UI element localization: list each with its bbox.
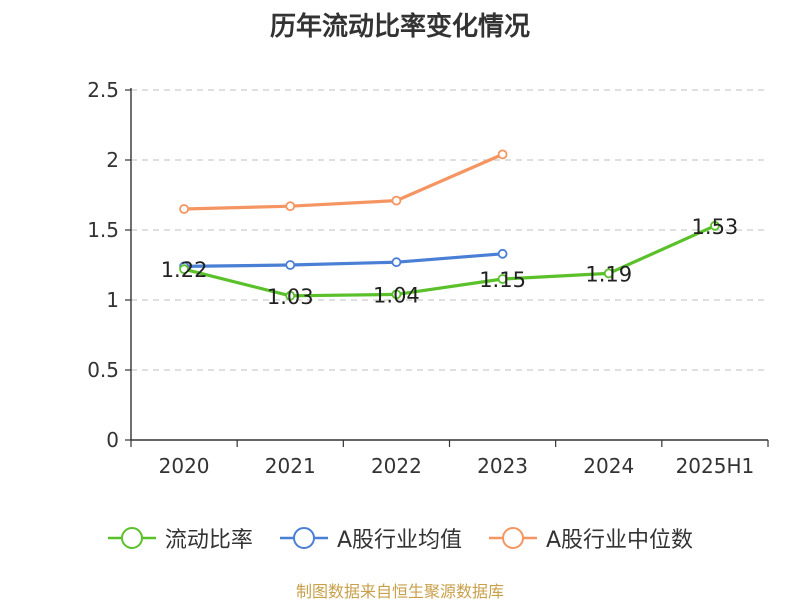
data-point: [391, 195, 402, 206]
data-label: 1.22: [161, 258, 208, 282]
x-tick-label: 2022: [371, 454, 422, 478]
source-note: 制图数据来自恒生聚源数据库: [295, 582, 504, 601]
legend[interactable]: 流动比率 A股行业均值 A股行业中位数: [0, 520, 800, 556]
y-tick-label: 2: [106, 148, 119, 172]
data-label: 1.15: [479, 268, 526, 292]
y-tick-label: 0: [106, 428, 119, 452]
x-tick-label: 2021: [265, 454, 316, 478]
data-label: 1.03: [267, 285, 314, 309]
data-point: [179, 204, 189, 214]
legend-item[interactable]: A股行业均值: [279, 522, 462, 554]
line-chart: 00.511.522.5 2020 2021 2022 2023 2024 2025H1 …: [87, 78, 769, 478]
y-tick-labels: 0 0.5 1 1.5 2 2.5: [87, 78, 119, 452]
data-point: [179, 264, 189, 275]
data-point: [285, 290, 296, 301]
y-tick-label: 1.5: [87, 218, 119, 242]
data-point: [391, 289, 402, 300]
data-point: [603, 268, 614, 279]
data-label: 1.04: [373, 283, 420, 307]
data-point: [497, 149, 508, 160]
series-line: [182, 152, 505, 211]
legend-marker-icon: [107, 527, 156, 549]
legend-label: A股行业中位数: [546, 528, 694, 553]
y-tick-label: 0.5: [87, 358, 119, 382]
legend-marker-icon: [489, 527, 537, 549]
data-point: [710, 220, 720, 231]
data-label: 1.53: [692, 215, 739, 239]
data-point: [285, 260, 296, 270]
legend-item[interactable]: A股行业中位数: [488, 522, 693, 554]
series-points: [179, 149, 720, 301]
legend-label: A股行业均值: [336, 528, 462, 553]
grid-lines: [131, 89, 768, 371]
data-label: 1.19: [585, 262, 632, 286]
series-lines: [182, 152, 717, 298]
data-point: [285, 201, 296, 212]
y-tick-label: 2.5: [87, 78, 119, 102]
legend-label: 流动比率: [164, 528, 253, 553]
y-tick-label: 1: [106, 288, 119, 312]
data-point: [497, 274, 508, 284]
x-tick-labels: 2020 2021 2022 2023 2024 2025H1: [159, 454, 755, 478]
x-tick-label: 2024: [583, 454, 634, 478]
data-labels: 1.22 1.03 1.04 1.15 1.19 1.53: [161, 215, 739, 309]
axes: [125, 88, 769, 447]
series-line: [182, 252, 505, 268]
data-point: [497, 248, 508, 259]
legend-item[interactable]: 流动比率: [107, 522, 253, 554]
x-tick-label: 2020: [159, 454, 210, 478]
x-tick-label: 2025H1: [676, 454, 755, 478]
series-line: [182, 224, 717, 298]
data-point: [391, 257, 402, 268]
x-tick-label: 2023: [477, 454, 528, 478]
chart-title: 历年流动比率变化情况: [269, 12, 530, 42]
legend-marker-icon: [279, 527, 328, 549]
